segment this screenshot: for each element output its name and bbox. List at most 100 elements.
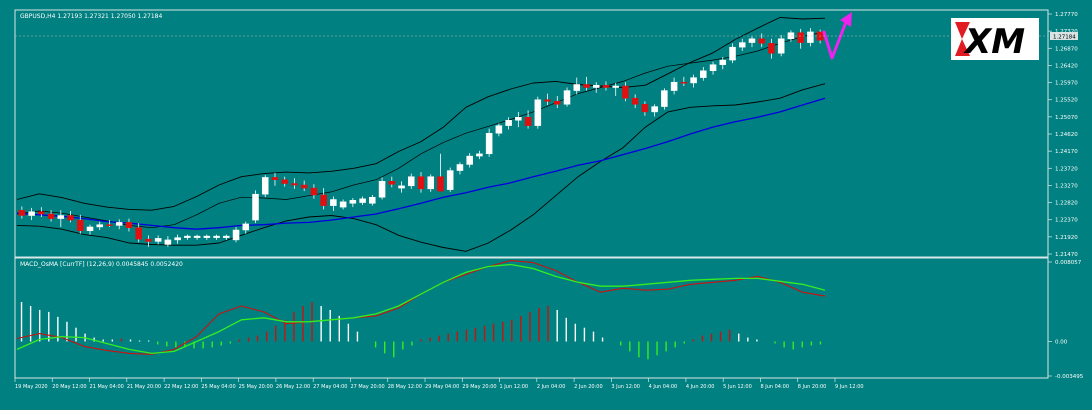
price-tick-label: 1.22820	[1055, 201, 1078, 207]
bear-candle	[797, 32, 804, 43]
bollinger-lower-line	[16, 83, 826, 252]
time-tick-label: 26 May 12:00	[276, 384, 310, 390]
bear-candle	[310, 187, 318, 196]
bull-candle	[28, 211, 35, 216]
macd-tick-label: -0.003495	[1055, 374, 1084, 380]
bear-candle	[758, 38, 765, 44]
forecast-arrow-head	[840, 12, 852, 27]
price-tick-label: 1.26420	[1055, 63, 1078, 69]
bull-candle	[378, 180, 386, 198]
bear-candle	[437, 176, 444, 192]
bull-candle	[466, 155, 473, 165]
bear-candle	[106, 224, 113, 226]
bull-candle	[700, 70, 707, 78]
current-price-label: 1.27184	[1053, 35, 1076, 41]
bear-candle	[641, 104, 649, 113]
bull-candle	[485, 132, 493, 155]
time-tick-label: 19 May 2020	[15, 384, 48, 390]
time-axis: 19 May 2020 20 May 12:00 21 May 04:00 21 Ma…	[14, 378, 864, 390]
bull-candle	[592, 84, 600, 88]
bull-candle	[719, 59, 727, 65]
bear-candle	[631, 97, 639, 105]
bull-candle	[261, 177, 269, 195]
bull-candle	[369, 196, 376, 204]
bollinger-bands	[16, 16, 826, 252]
price-tick-label: 1.25970	[1055, 81, 1078, 87]
bull-candle	[203, 235, 211, 238]
bull-candle	[339, 201, 347, 208]
time-tick-label: 22 May 12:00	[164, 384, 198, 390]
bull-candle	[807, 31, 814, 43]
moving-average-line	[16, 97, 826, 230]
bull-candle	[476, 153, 483, 157]
bear-candle	[271, 177, 279, 180]
time-tick-label: 21 May 04:00	[90, 384, 124, 390]
price-tick-label: 1.27770	[1055, 12, 1078, 18]
bear-candle	[417, 176, 425, 190]
bear-candle	[77, 219, 84, 232]
bull-candle	[154, 238, 162, 242]
macd-tick-label: 0.008057	[1055, 260, 1082, 266]
bull-candle	[96, 224, 104, 228]
time-tick-label: 21 May 20:00	[127, 384, 161, 390]
bull-candle	[709, 64, 717, 72]
bull-candle	[738, 42, 746, 48]
forecast-arrow	[822, 12, 852, 60]
price-tick-label: 1.23720	[1055, 166, 1078, 172]
bear-candle	[768, 43, 775, 54]
price-tick-label: 1.25520	[1055, 98, 1078, 104]
price-tick-label: 1.24620	[1055, 132, 1078, 138]
bull-candle	[174, 237, 181, 241]
time-tick-label: 28 May 12:00	[388, 384, 422, 390]
bear-candle	[145, 238, 152, 242]
time-tick-label: 2 Jun 04:00	[537, 384, 566, 390]
price-tick-label: 1.26870	[1055, 46, 1078, 52]
price-pane-frame	[14, 9, 1049, 258]
bull-candle	[573, 84, 581, 91]
bull-candle	[252, 193, 259, 221]
bull-candle	[223, 235, 230, 238]
time-tick-label: 27 May 20:00	[350, 384, 384, 390]
bull-candle	[748, 38, 756, 43]
bear-candle	[622, 85, 629, 99]
moving-average	[16, 97, 826, 230]
time-tick-label: 8 Jun 04:00	[760, 384, 789, 390]
xm-logo: XM	[951, 18, 1039, 62]
macd-pane-title: MACD_OsMA [CurrTF] (12,26,9) 0.0045845 0…	[20, 261, 183, 268]
time-tick-label: 25 May 20:00	[239, 384, 273, 390]
bull-candle	[612, 85, 619, 88]
bull-candle	[86, 226, 94, 232]
macd-histogram	[20, 302, 822, 360]
bull-candle	[651, 106, 658, 113]
bollinger-middle-line	[16, 31, 826, 229]
bear-candle	[388, 180, 396, 185]
price-tick-label: 1.21470	[1055, 252, 1078, 258]
bear-candle	[583, 84, 590, 88]
bull-candle	[446, 170, 454, 190]
macd-tick-label: 0.00	[1055, 340, 1068, 346]
price-pane-title: GBPUSD,H4 1.27193 1.27321 1.27050 1.2718…	[20, 13, 162, 20]
bull-candle	[330, 199, 337, 206]
bull-candle	[184, 235, 191, 238]
macd-pane-frame	[14, 257, 1049, 379]
bull-candle	[505, 120, 512, 126]
bear-candle	[554, 100, 561, 105]
bull-candle	[398, 185, 405, 189]
time-tick-label: 5 Jun 12:00	[723, 384, 752, 390]
time-tick-label: 4 Jun 20:00	[686, 384, 715, 390]
price-tick-label: 1.21920	[1055, 235, 1078, 241]
price-tick-label: 1.22370	[1055, 218, 1078, 224]
bull-candle	[242, 223, 250, 231]
bull-candle	[456, 164, 464, 171]
bear-candle	[320, 194, 327, 206]
bear-candle	[67, 215, 74, 221]
current-price-box	[1050, 32, 1078, 40]
forecast-arrow-path	[822, 20, 848, 60]
bull-candle	[534, 99, 542, 126]
price-pane[interactable]: GBPUSD,H4 1.27193 1.27321 1.27050 1.2718…	[14, 9, 1049, 258]
macd-pane[interactable]: MACD_OsMA [CurrTF] (12,26,9) 0.0045845 0…	[14, 257, 1049, 379]
bear-candle	[602, 84, 610, 88]
time-tick-label: 29 May 04:00	[425, 384, 459, 390]
time-tick-label: 29 May 20:00	[462, 384, 496, 390]
